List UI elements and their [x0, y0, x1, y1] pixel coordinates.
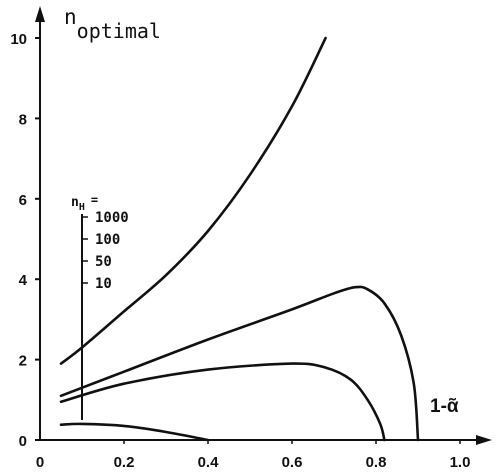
legend-entry: 1000: [95, 210, 129, 226]
y-axis-title-sub: optimal: [77, 19, 161, 43]
y-tick-label: 2: [19, 353, 27, 370]
x-tick-label: 1.0: [450, 454, 471, 471]
legend-title-sub: H: [79, 202, 85, 213]
x-axis-arrow: [476, 435, 492, 445]
y-axis-title: noptimal: [64, 5, 161, 43]
y-tick-label: 0: [19, 433, 27, 450]
x-axis-title: 1-ᾶ: [430, 396, 459, 417]
series-line-1000: [59, 36, 327, 365]
series-line-10: [59, 422, 210, 442]
legend: nH = 1000 100 50 10: [71, 193, 129, 420]
legend-entry: 10: [95, 276, 112, 292]
legend-entry: 50: [95, 254, 112, 270]
x-tick-label: 0.4: [198, 454, 220, 471]
legend-entries: 1000 100 50 10: [82, 210, 129, 292]
y-tick-label: 6: [19, 192, 27, 209]
y-tick-label: 8: [19, 111, 27, 128]
series-line-100: [59, 285, 420, 442]
x-tick-label: 0.6: [282, 454, 303, 471]
y-tick-label: 4: [19, 272, 28, 289]
legend-entry: 100: [95, 232, 120, 248]
x-tick-label: 0.2: [114, 454, 135, 471]
legend-title-main: n: [71, 195, 79, 210]
y-tick-label: 10: [10, 31, 27, 48]
y-axis-arrow: [35, 6, 45, 22]
x-tick-label: 0: [36, 454, 44, 471]
series-line-50: [59, 362, 386, 442]
legend-title: nH =: [71, 193, 98, 213]
legend-title-eq: =: [91, 193, 98, 207]
series: [59, 36, 420, 442]
x-tick-label: 0.8: [366, 454, 387, 471]
y-axis-title-main: n: [64, 5, 77, 29]
